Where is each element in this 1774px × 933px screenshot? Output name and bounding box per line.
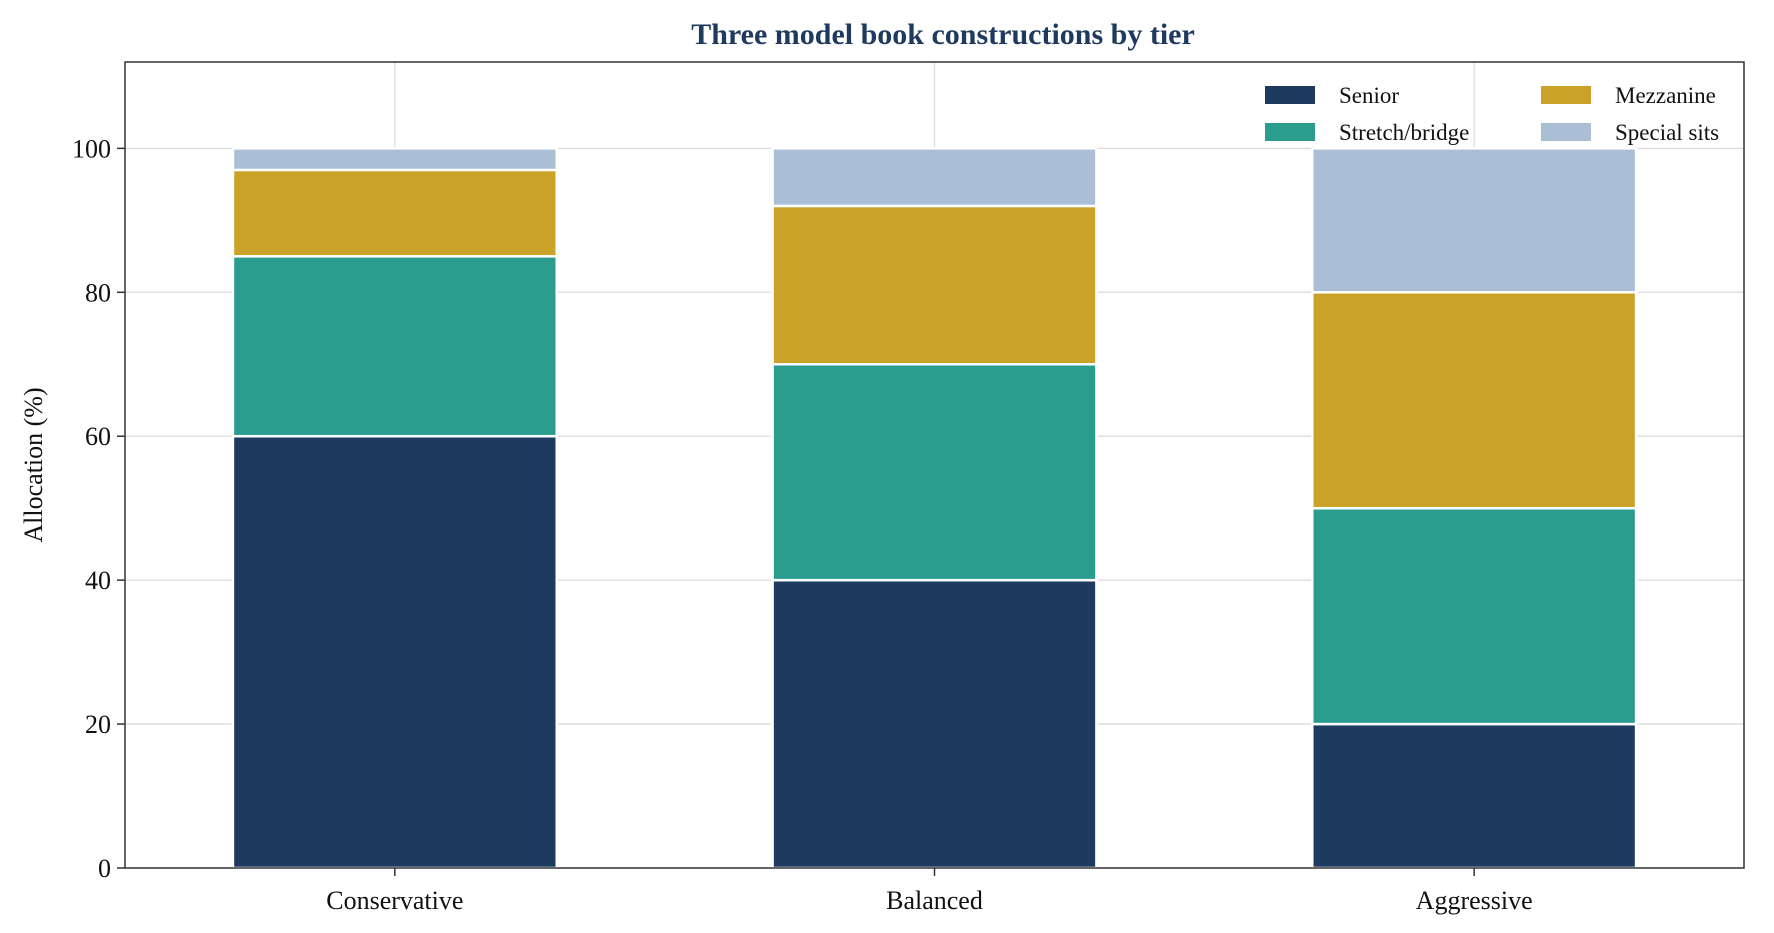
y-tick-label: 20 [85,710,111,739]
bar-segment [771,578,1098,870]
legend-swatch [1541,86,1591,104]
y-tick-label: 0 [98,854,111,883]
x-tick-label: Conservative [326,886,463,915]
legend-swatch [1265,86,1315,104]
bar-segment [771,363,1098,582]
x-tick-label: Aggressive [1416,886,1533,915]
x-tick-label: Balanced [886,886,983,915]
bar-segment [771,204,1098,366]
y-axis-label: Allocation (%) [19,387,48,542]
bar-segment [1311,291,1638,510]
legend-label: Special sits [1615,120,1719,145]
legend-label: Senior [1339,83,1399,108]
bar-segment [231,434,558,870]
legend: Senior Stretch/bridge Mezzanine Special sit… [1265,83,1719,145]
chart-title: Three model book constructions by tier [691,18,1195,51]
legend-swatch [1265,123,1315,141]
y-tick-label: 60 [85,422,111,451]
bar-segment [1311,147,1638,294]
bar-segment [771,147,1098,208]
bars [231,147,1638,870]
y-tick-label: 100 [72,134,111,163]
legend-swatch [1541,123,1591,141]
y-tick-label: 40 [85,566,111,595]
bar-segment [231,147,558,172]
legend-label: Stretch/bridge [1339,120,1469,145]
legend-label: Mezzanine [1615,83,1716,108]
y-axis-ticks: 0 20 40 60 80 100 [72,134,125,883]
bar-segment [231,255,558,438]
bar-segment [231,168,558,258]
x-axis-ticks: Conservative Balanced Aggressive [326,868,1533,915]
y-tick-label: 80 [85,278,111,307]
bar-segment [1311,506,1638,726]
bar-segment [1311,722,1638,870]
